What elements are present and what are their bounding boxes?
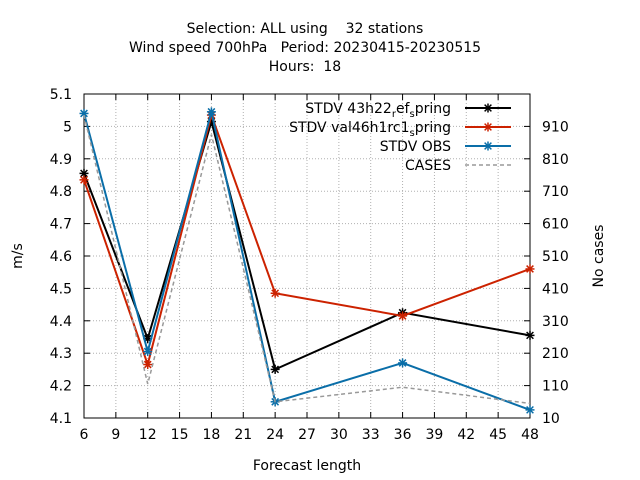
grid	[83, 93, 531, 419]
y-axis-label: m/s	[10, 243, 26, 269]
legend-label-part: STDV 43h22	[305, 101, 392, 117]
y2-tick-label: 310	[542, 314, 569, 330]
legend-label-part: s	[409, 109, 414, 120]
series-lines	[79, 107, 535, 415]
y-tick-label: 4.9	[50, 152, 72, 168]
x-tick-label: 12	[139, 427, 157, 443]
y-tick-label: 5.1	[50, 87, 72, 103]
legend-label-part: STDV val46h1rc1	[289, 120, 409, 136]
y-tick-label: 4.3	[50, 346, 72, 362]
y2-tick-label: 10	[542, 411, 560, 427]
title-line: Hours: 18	[269, 59, 341, 75]
legend-marker	[483, 103, 493, 113]
x-tick-label: 18	[203, 427, 221, 443]
x-tick-label: 21	[234, 427, 252, 443]
legend-label-part: pring	[415, 101, 451, 117]
y-tick-label: 4.6	[50, 249, 72, 265]
legend-label-part: ef	[396, 101, 411, 117]
title-line: Wind speed 700hPa Period: 20230415-20230…	[129, 40, 481, 56]
y2-tick-label: 810	[542, 152, 569, 168]
data-point	[525, 264, 535, 274]
x-tick-label: 33	[362, 427, 380, 443]
y-tick-label: 4.1	[50, 411, 72, 427]
data-point	[525, 405, 535, 415]
x-tick-label: 39	[426, 427, 444, 443]
legend-item: STDV OBS	[380, 139, 511, 155]
data-point	[398, 311, 408, 321]
legend-label-part: s	[409, 128, 414, 139]
y-tick-label: 4.5	[50, 281, 72, 297]
y-tick-label: 4.8	[50, 184, 72, 200]
legend-label-part: pring	[415, 120, 451, 136]
title-line: Selection: ALL using 32 stations	[187, 21, 424, 37]
y-tick-label: 5	[63, 119, 72, 135]
x-tick-label: 45	[489, 427, 507, 443]
data-point	[206, 107, 216, 117]
series-line	[83, 111, 531, 411]
y-tick-label: 4.2	[50, 379, 72, 395]
legend-label-part: CASES	[405, 158, 451, 174]
data-point	[270, 364, 280, 374]
x-tick-label: 6	[80, 427, 89, 443]
y2-tick-label: 110	[542, 379, 569, 395]
legend-marker	[483, 122, 493, 132]
y-tick-label: 4.7	[50, 217, 72, 233]
y2-tick-label: 910	[542, 119, 569, 135]
data-point	[143, 360, 153, 370]
y2-tick-label: 610	[542, 217, 569, 233]
legend-label: STDV OBS	[380, 139, 451, 155]
data-point	[525, 330, 535, 340]
legend-item: STDV val46h1rc1spring	[289, 120, 511, 139]
x-tick-label: 36	[394, 427, 412, 443]
y2-tick-label: 210	[542, 346, 569, 362]
y2-tick-label: 710	[542, 184, 569, 200]
x-axis-label: Forecast length	[253, 458, 361, 474]
legend-label-part: r	[392, 109, 397, 120]
data-point	[398, 358, 408, 368]
series-stdv-obs	[79, 107, 535, 415]
x-tick-label: 24	[266, 427, 284, 443]
y2-axis-label: No cases	[591, 225, 607, 288]
x-tick-label: 27	[298, 427, 316, 443]
legend-item: STDV 43h22refspring	[305, 101, 511, 120]
y2-tick-label: 510	[542, 249, 569, 265]
x-tick-label: 42	[457, 427, 475, 443]
data-point	[79, 175, 89, 185]
data-point	[79, 108, 89, 118]
legend-marker	[483, 141, 493, 151]
series-stdv-val46h1rc1	[79, 110, 535, 370]
axis-ticks: 6 9 12 15 18 21 24 27 30 33 36 39 42 45 48 4.1 4.2 4.3 4.4…	[50, 87, 569, 443]
y-tick-label: 4.4	[50, 314, 72, 330]
legend-label: STDV 43h22refspring	[305, 101, 451, 120]
legend-label-part: STDV OBS	[380, 139, 451, 155]
y2-tick-label: 410	[542, 281, 569, 297]
x-tick-label: 15	[171, 427, 189, 443]
x-tick-label: 30	[330, 427, 348, 443]
series-stdv-43h22	[79, 117, 535, 374]
series-line	[83, 111, 531, 369]
data-point	[270, 288, 280, 298]
data-point	[143, 347, 153, 357]
legend-label: STDV val46h1rc1spring	[289, 120, 451, 139]
chart-title: Selection: ALL using 32 stations Wind spe…	[129, 21, 481, 75]
legend-label: CASES	[405, 158, 451, 174]
legend-item: CASES	[405, 158, 511, 174]
x-tick-label: 48	[521, 427, 539, 443]
x-tick-label: 9	[111, 427, 120, 443]
